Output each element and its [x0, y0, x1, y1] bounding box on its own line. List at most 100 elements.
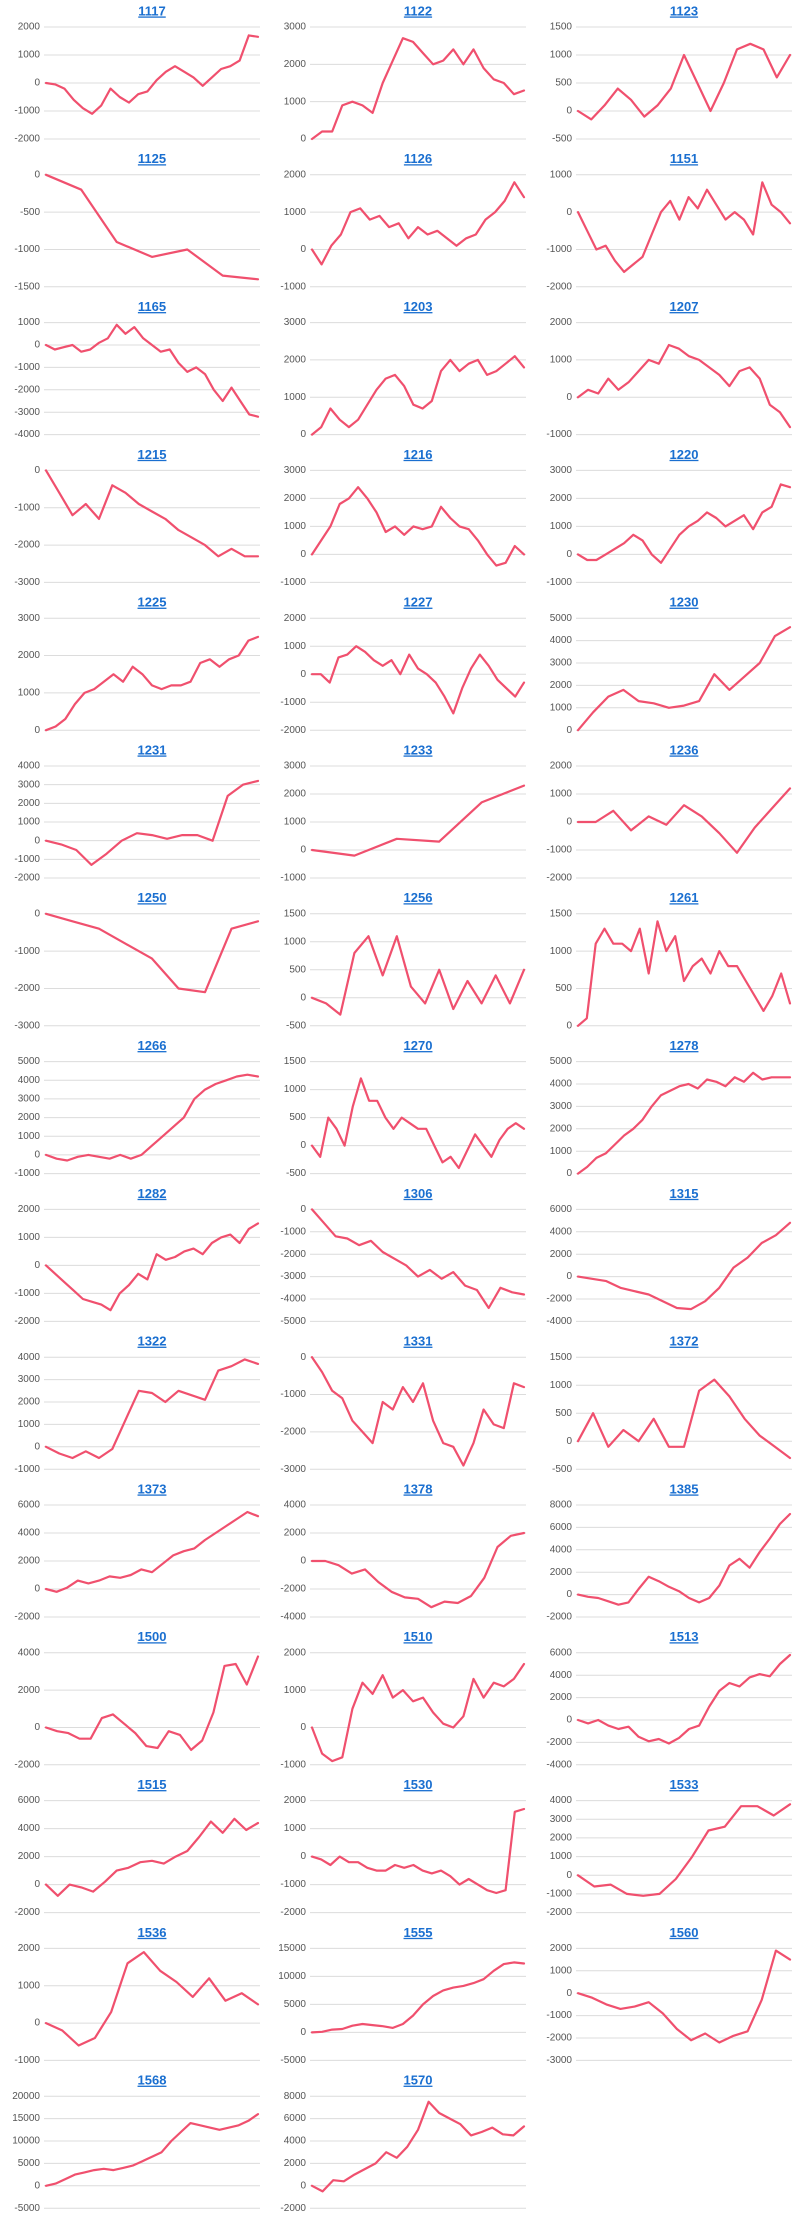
mini-chart: 1536 -1000 0 1000 2000 — [14, 1925, 260, 2066]
y-tick-label: 1000 — [550, 50, 573, 61]
chart-title[interactable]: 1250 — [138, 890, 167, 905]
chart-title[interactable]: 1125 — [138, 151, 166, 166]
mini-chart: 1225 0 1000 2000 3000 — [18, 595, 260, 736]
chart-title[interactable]: 1536 — [138, 1925, 167, 1940]
chart-title[interactable]: 1378 — [404, 1481, 433, 1496]
y-tick-label: 3000 — [550, 1101, 573, 1112]
y-tick-label: -2000 — [14, 1907, 40, 1918]
chart-title[interactable]: 1236 — [670, 742, 699, 757]
y-tick-label: 3000 — [284, 761, 307, 772]
y-tick-label: -1000 — [14, 2055, 40, 2066]
y-tick-label: 5000 — [284, 1999, 307, 2010]
y-tick-label: 500 — [289, 964, 306, 975]
y-tick-label: 5000 — [550, 613, 573, 624]
chart-title[interactable]: 1151 — [670, 151, 698, 166]
y-tick-label: -4000 — [14, 429, 40, 440]
chart-title[interactable]: 1256 — [404, 890, 433, 905]
chart-title[interactable]: 1230 — [670, 595, 699, 610]
chart-title[interactable]: 1117 — [138, 3, 166, 18]
chart-title[interactable]: 1123 — [670, 3, 698, 18]
line-series — [44, 323, 260, 418]
chart-title[interactable]: 1555 — [404, 1925, 433, 1940]
chart-title[interactable]: 1231 — [138, 742, 167, 757]
chart-title[interactable]: 1315 — [670, 1186, 699, 1201]
y-tick-label: -1000 — [546, 577, 572, 588]
y-tick-label: 0 — [34, 725, 40, 736]
chart-title[interactable]: 1165 — [138, 299, 166, 314]
chart-title[interactable]: 1306 — [404, 1186, 433, 1201]
chart-title[interactable]: 1233 — [404, 742, 433, 757]
chart-title[interactable]: 1227 — [404, 595, 433, 610]
chart-title[interactable]: 1373 — [138, 1481, 167, 1496]
y-tick-label: -500 — [20, 207, 40, 218]
y-tick-label: 4000 — [18, 1647, 41, 1658]
line-series — [310, 355, 526, 436]
chart-title[interactable]: 1385 — [670, 1481, 699, 1496]
chart-title[interactable]: 1215 — [138, 447, 167, 462]
y-tick-label: 0 — [566, 1168, 572, 1179]
y-tick-label: 0 — [300, 1851, 306, 1862]
y-tick-label: 0 — [566, 1715, 572, 1726]
line-series — [310, 1662, 526, 1763]
y-tick-label: 1500 — [550, 908, 573, 919]
chart-title[interactable]: 1510 — [404, 1629, 433, 1644]
chart-title[interactable]: 1282 — [138, 1186, 167, 1201]
chart-title[interactable]: 1122 — [404, 3, 432, 18]
chart-title[interactable]: 1216 — [404, 447, 433, 462]
chart-title[interactable]: 1266 — [138, 1038, 167, 1053]
chart-title[interactable]: 1220 — [670, 447, 699, 462]
y-tick-label: 1000 — [18, 1419, 41, 1430]
chart-title[interactable]: 1207 — [670, 299, 699, 314]
y-tick-label: 4000 — [18, 1352, 41, 1363]
y-tick-label: -2000 — [280, 725, 306, 736]
y-tick-label: 2000 — [284, 1795, 307, 1806]
y-tick-label: -2000 — [546, 1737, 572, 1748]
chart-title[interactable]: 1533 — [670, 1777, 699, 1792]
line-series — [44, 173, 260, 281]
chart-title[interactable]: 1570 — [404, 2073, 433, 2088]
chart-title[interactable]: 1203 — [404, 299, 433, 314]
y-tick-label: 3000 — [284, 317, 307, 328]
chart-title[interactable]: 1500 — [138, 1629, 167, 1644]
chart-title[interactable]: 1513 — [670, 1629, 699, 1644]
line-series — [576, 787, 792, 854]
chart-title[interactable]: 1568 — [138, 2073, 167, 2088]
chart-title[interactable]: 1331 — [404, 1334, 433, 1349]
chart-title[interactable]: 1322 — [138, 1334, 167, 1349]
y-tick-label: 1000 — [284, 207, 307, 218]
y-tick-label: -1000 — [280, 1759, 306, 1770]
line-series — [576, 1071, 792, 1175]
y-tick-label: -1000 — [280, 1226, 306, 1237]
line-series — [44, 1358, 260, 1460]
y-tick-label: 0 — [566, 1271, 572, 1282]
y-tick-label: -2000 — [280, 2203, 306, 2214]
y-tick-label: 0 — [300, 549, 306, 560]
chart-title[interactable]: 1270 — [404, 1038, 433, 1053]
chart-title[interactable]: 1560 — [670, 1925, 699, 1940]
line-series — [576, 483, 792, 564]
y-tick-label: 1000 — [284, 1823, 307, 1834]
mini-chart: 1530 -2000 -1000 0 1000 2000 — [280, 1777, 526, 1918]
mini-chart: 1515 -2000 0 2000 4000 6000 — [14, 1777, 260, 1918]
mini-chart: 1233 -1000 0 1000 2000 3000 — [280, 742, 526, 884]
y-tick-label: 1000 — [550, 946, 573, 957]
chart-title[interactable]: 1515 — [138, 1777, 167, 1792]
mini-chart: 1270 -500 0 500 1000 1500 — [284, 1038, 526, 1179]
y-tick-label: 1000 — [550, 1380, 573, 1391]
y-tick-label: 1000 — [550, 1146, 573, 1157]
y-tick-label: 0 — [566, 392, 572, 403]
y-tick-label: 3000 — [284, 22, 307, 33]
chart-title[interactable]: 1225 — [138, 595, 167, 610]
mini-chart: 1123 -500 0 500 1000 1500 — [550, 3, 792, 145]
y-tick-label: -2000 — [546, 2033, 572, 2044]
y-tick-label: -2000 — [14, 1316, 40, 1327]
y-tick-label: 1500 — [284, 908, 307, 919]
chart-title[interactable]: 1372 — [670, 1334, 699, 1349]
chart-title[interactable]: 1261 — [670, 890, 699, 905]
mini-chart: 1331 -3000 -2000 -1000 0 — [280, 1334, 526, 1475]
chart-title[interactable]: 1530 — [404, 1777, 433, 1792]
chart-title[interactable]: 1278 — [670, 1038, 699, 1053]
chart-title[interactable]: 1126 — [404, 151, 432, 166]
line-series — [44, 2112, 260, 2187]
y-tick-label: 1000 — [550, 169, 573, 180]
